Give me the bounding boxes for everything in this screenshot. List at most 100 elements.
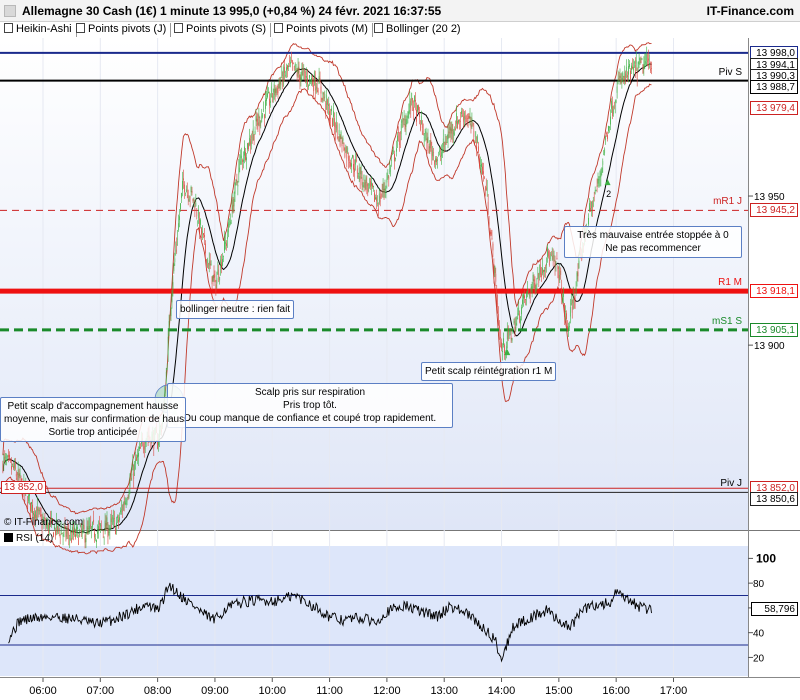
candle-body — [253, 134, 255, 141]
candle-body — [30, 502, 31, 512]
candle-body — [546, 263, 547, 266]
candle-body — [455, 128, 457, 131]
candle-body — [569, 326, 570, 327]
candle-body — [6, 459, 8, 461]
candle-body — [335, 121, 337, 129]
candle-body — [83, 525, 85, 530]
candle-body — [575, 287, 577, 293]
candle-body — [265, 100, 266, 109]
candle-body — [240, 155, 242, 159]
annotation-line: Petit scalp d'accompagnement hausse — [7, 401, 179, 412]
candle-body — [400, 123, 402, 134]
annotation-mauvaise-entree[interactable]: Très mauvaise entrée stoppée à 0 Ne pas … — [564, 226, 742, 258]
candle-body — [79, 524, 81, 527]
rsi-pane-title[interactable]: RSI (14) — [4, 533, 53, 544]
bollinger-upper-line — [2, 42, 652, 515]
buy-arrow-icon[interactable] — [504, 349, 511, 356]
candle-body — [399, 139, 401, 141]
candle-body — [620, 79, 622, 83]
buy-arrow-icon[interactable] — [604, 179, 611, 186]
candle-body — [226, 243, 227, 246]
annotation-bollinger[interactable]: bollinger neutre : rien fait — [176, 300, 295, 319]
candle-body — [107, 529, 109, 538]
candle-body — [261, 115, 263, 123]
annotation-scalp-accompagnement[interactable]: Petit scalp d'accompagnement hausse moye… — [0, 397, 186, 442]
candle-body — [555, 262, 557, 264]
candle-body — [98, 526, 99, 530]
candle-body — [529, 294, 531, 297]
candle-body — [480, 165, 481, 167]
candle-body — [465, 118, 467, 120]
candle-body — [328, 104, 329, 106]
candle-body — [325, 103, 327, 110]
candle-body — [460, 120, 461, 122]
left-price-badge: 13 852,0 — [1, 481, 46, 495]
candle-body — [456, 113, 457, 124]
candle-body — [376, 197, 377, 202]
candle-body — [567, 326, 568, 331]
rsi-tick-label: 40 — [753, 629, 765, 640]
candle-body — [305, 76, 307, 78]
legend-pivots-monthly[interactable]: Points pivots (M) — [274, 23, 373, 37]
candle-body — [49, 523, 51, 529]
candle-body — [71, 538, 72, 543]
candle-body — [646, 54, 648, 61]
candle-body — [218, 273, 220, 281]
candle-body — [644, 61, 646, 64]
candle-body — [486, 187, 488, 192]
candle-body — [344, 153, 346, 157]
candle-body — [524, 295, 525, 299]
candle-body — [353, 163, 354, 170]
candle-body — [202, 231, 203, 233]
candle-body — [197, 221, 199, 223]
candle-body — [500, 337, 501, 339]
candle-body — [125, 502, 127, 505]
candle-body — [516, 317, 518, 320]
candle-body — [132, 463, 134, 471]
candle-body — [38, 509, 40, 511]
candle-body — [117, 516, 118, 518]
candle-body — [556, 257, 558, 260]
candle-body — [339, 136, 341, 146]
candle-body — [448, 131, 450, 134]
candle-body — [314, 80, 316, 91]
candle-body — [137, 454, 138, 458]
candle-body — [196, 211, 198, 217]
candle-body — [348, 156, 350, 161]
candle-body — [275, 88, 277, 93]
legend-pivots-weekly[interactable]: Points pivots (S) — [174, 23, 272, 37]
candle-body — [9, 454, 10, 458]
pivot-level-name: R1 M — [718, 277, 742, 289]
candle-body — [89, 525, 91, 527]
candle-body — [85, 538, 87, 543]
candle-body — [352, 155, 353, 158]
candle-body — [134, 463, 136, 471]
candle-body — [88, 526, 90, 530]
candle-body — [523, 294, 524, 299]
candle-body — [239, 160, 241, 166]
candle-body — [310, 79, 311, 81]
price-tick-label: 13 900 — [754, 341, 785, 352]
candle-body — [249, 139, 251, 145]
candle-body — [319, 78, 321, 83]
candle-body — [235, 179, 237, 181]
candle-body — [78, 530, 80, 536]
legend-bollinger[interactable]: Bollinger (20 2) — [374, 23, 465, 37]
candle-body — [313, 72, 315, 83]
candle-body — [512, 328, 514, 333]
candle-body — [230, 221, 232, 224]
candle-body — [519, 313, 521, 323]
candle-body — [45, 524, 47, 527]
candle-body — [41, 523, 43, 529]
legend-pivots-daily[interactable]: Points pivots (J) — [76, 23, 172, 37]
candle-body — [532, 274, 534, 281]
candle-body — [278, 83, 280, 89]
candle-body — [220, 259, 222, 268]
annotation-scalp-respiration[interactable]: Scalp pris sur respiration Pris trop tôt… — [167, 383, 453, 428]
candle-body — [450, 128, 452, 134]
price-tick-label: 13 950 — [754, 192, 785, 203]
candle-body — [346, 150, 348, 159]
annotation-scalp-reintegration[interactable]: Petit scalp réintégration r1 M — [421, 362, 557, 381]
candle-body — [381, 192, 383, 193]
